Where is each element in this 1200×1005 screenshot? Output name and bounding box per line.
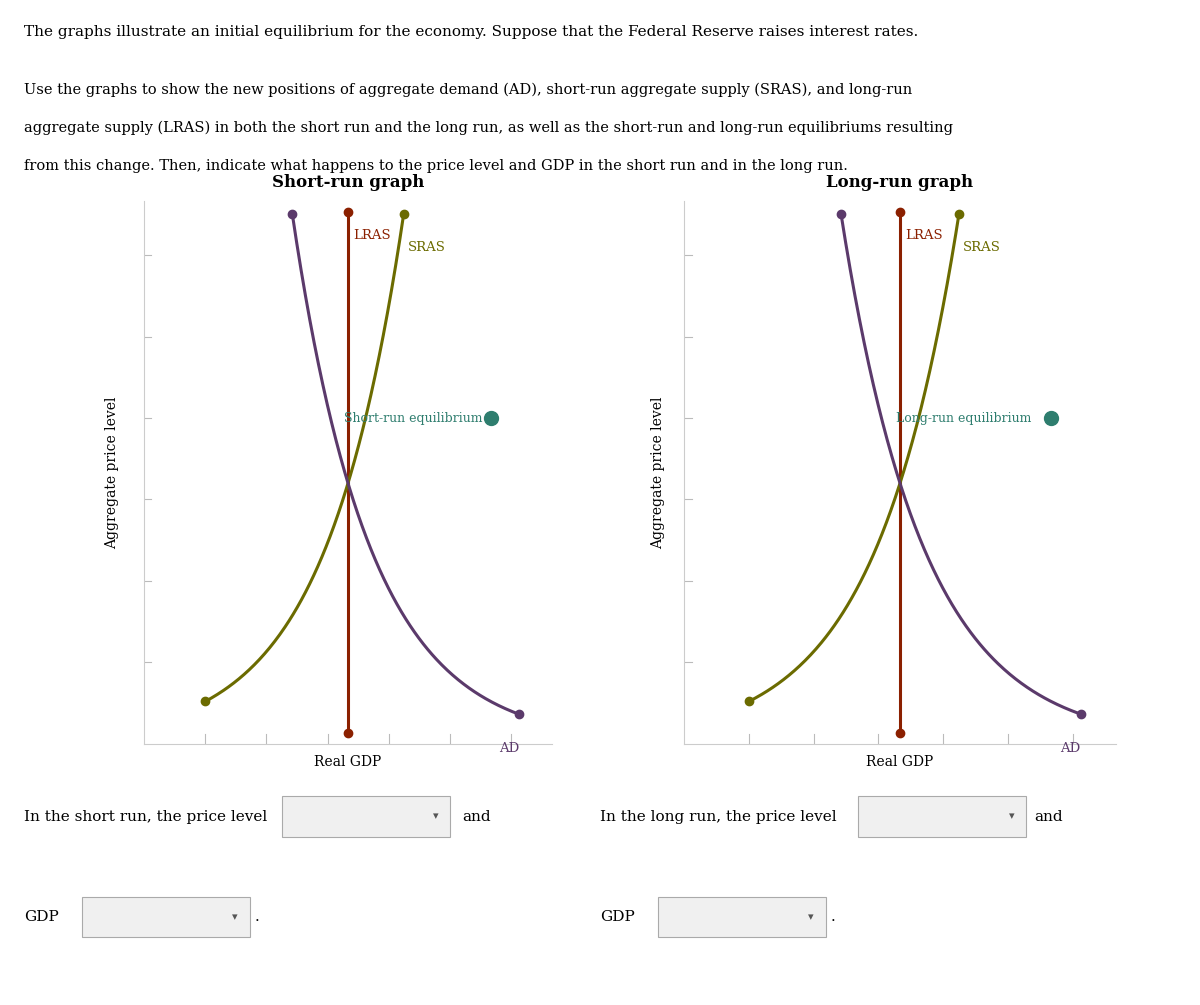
FancyBboxPatch shape <box>858 796 1026 836</box>
Text: .: . <box>254 911 259 924</box>
Text: and: and <box>462 810 491 823</box>
FancyBboxPatch shape <box>658 896 826 937</box>
X-axis label: Real GDP: Real GDP <box>314 755 382 769</box>
Text: ▾: ▾ <box>809 913 814 922</box>
Text: In the long run, the price level: In the long run, the price level <box>600 810 836 823</box>
Text: Aggregate price level: Aggregate price level <box>106 396 119 549</box>
Text: ▾: ▾ <box>233 913 238 922</box>
Text: LRAS: LRAS <box>353 229 390 242</box>
Text: The graphs illustrate an initial equilibrium for the economy. Suppose that the F: The graphs illustrate an initial equilib… <box>24 25 918 39</box>
Text: GDP: GDP <box>600 911 635 924</box>
Text: In the short run, the price level: In the short run, the price level <box>24 810 268 823</box>
Text: ▾: ▾ <box>433 812 438 821</box>
Text: SRAS: SRAS <box>408 241 445 253</box>
X-axis label: Real GDP: Real GDP <box>866 755 934 769</box>
Text: from this change. Then, indicate what happens to the price level and GDP in the : from this change. Then, indicate what ha… <box>24 159 848 173</box>
FancyBboxPatch shape <box>82 896 250 937</box>
Text: Short-run equilibrium: Short-run equilibrium <box>344 412 482 424</box>
Title: Long-run graph: Long-run graph <box>827 174 973 191</box>
Text: LRAS: LRAS <box>905 229 943 242</box>
Title: Short-run graph: Short-run graph <box>272 174 424 191</box>
Text: AD: AD <box>1060 742 1080 755</box>
Text: Aggregate price level: Aggregate price level <box>650 396 665 549</box>
Text: SRAS: SRAS <box>964 241 1001 253</box>
Text: and: and <box>1034 810 1063 823</box>
Text: ▾: ▾ <box>1009 812 1014 821</box>
Text: Long-run equilibrium: Long-run equilibrium <box>895 412 1031 424</box>
Text: .: . <box>830 911 835 924</box>
Text: GDP: GDP <box>24 911 59 924</box>
Text: AD: AD <box>499 742 520 755</box>
FancyBboxPatch shape <box>282 796 450 836</box>
Text: aggregate supply (LRAS) in both the short run and the long run, as well as the s: aggregate supply (LRAS) in both the shor… <box>24 121 953 136</box>
Text: Use the graphs to show the new positions of aggregate demand (AD), short-run agg: Use the graphs to show the new positions… <box>24 82 912 97</box>
